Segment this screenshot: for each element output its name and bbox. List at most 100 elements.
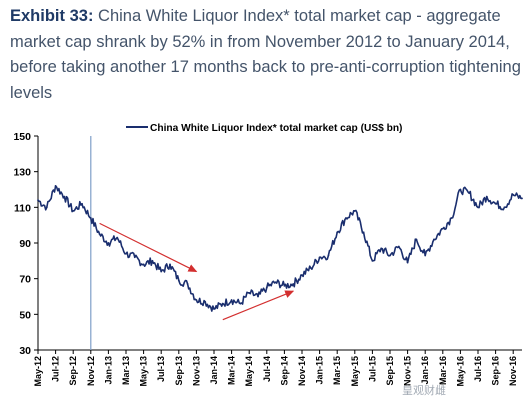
data-point bbox=[353, 210, 356, 212]
x-tick-label: Sep-13 bbox=[174, 356, 184, 386]
x-tick-label: May-13 bbox=[139, 356, 149, 387]
data-point bbox=[265, 286, 268, 289]
x-tick-label: Nov-12 bbox=[86, 356, 96, 386]
data-point bbox=[204, 300, 207, 303]
data-point bbox=[81, 202, 83, 205]
exhibit-title-text: China White Liquor Index* total market c… bbox=[10, 7, 521, 102]
data-point bbox=[450, 217, 453, 219]
x-tick-label: Jul-13 bbox=[156, 356, 166, 382]
data-point bbox=[125, 252, 127, 255]
y-tick-label: 70 bbox=[19, 274, 31, 286]
x-tick-label: Jan-14 bbox=[209, 356, 219, 385]
data-point bbox=[248, 292, 251, 294]
data-point bbox=[309, 267, 312, 269]
data-point bbox=[468, 192, 471, 194]
x-tick-label: May-14 bbox=[244, 356, 254, 387]
data-point bbox=[433, 238, 435, 241]
x-tick-label: Jan-16 bbox=[420, 356, 430, 385]
x-tick-label: Nov-16 bbox=[508, 356, 518, 386]
data-point bbox=[301, 274, 303, 276]
y-tick-label: 150 bbox=[13, 131, 31, 143]
data-point bbox=[213, 308, 215, 310]
data-point bbox=[89, 217, 92, 219]
x-tick-label: Nov-14 bbox=[297, 356, 307, 386]
series-layer bbox=[37, 185, 523, 312]
data-point bbox=[397, 245, 400, 248]
x-tick-label: May-16 bbox=[455, 356, 465, 387]
data-point bbox=[327, 254, 330, 257]
x-tick-label: Mar-16 bbox=[438, 356, 448, 385]
x-tick-label: May-15 bbox=[350, 356, 360, 387]
data-point bbox=[406, 261, 409, 264]
y-tick-label: 90 bbox=[19, 238, 31, 250]
x-tick-label: Nov-15 bbox=[403, 356, 413, 386]
data-point bbox=[107, 242, 110, 244]
data-point bbox=[292, 283, 295, 285]
data-point bbox=[274, 281, 277, 284]
data-point bbox=[477, 206, 479, 209]
x-tick-label: Jul-12 bbox=[51, 356, 61, 382]
x-tick-label: Mar-14 bbox=[227, 356, 237, 385]
data-point bbox=[424, 254, 427, 257]
y-tick-label: 130 bbox=[13, 167, 31, 179]
data-point bbox=[151, 259, 154, 262]
data-point bbox=[283, 284, 286, 287]
x-tick-label: Jan-13 bbox=[103, 356, 113, 385]
data-point bbox=[380, 247, 383, 250]
watermark-text: 皇观财雌 bbox=[402, 384, 446, 397]
data-point bbox=[63, 195, 66, 198]
trend-arrow bbox=[222, 290, 295, 321]
x-tick-label: Sep-12 bbox=[68, 356, 78, 386]
data-point bbox=[485, 195, 488, 198]
y-tick-label: 50 bbox=[19, 309, 31, 321]
data-point bbox=[239, 302, 242, 305]
data-point bbox=[186, 283, 189, 285]
x-tick-label: Jul-16 bbox=[473, 356, 483, 382]
x-tick-label: May-12 bbox=[33, 356, 43, 387]
series-line-market-cap bbox=[37, 185, 523, 312]
x-tick-label: Jul-14 bbox=[262, 356, 272, 382]
data-point bbox=[221, 302, 224, 305]
x-tick-label: Sep-15 bbox=[385, 356, 395, 386]
y-axis: 30 50 70 90 110 130 150 bbox=[13, 131, 39, 357]
data-point bbox=[371, 259, 374, 262]
data-point bbox=[160, 270, 163, 273]
x-tick-label: Jan-15 bbox=[315, 356, 325, 385]
x-axis: May-12 Jul-12 Sep-12 Nov-12 Jan-13 Mar-13 May-… bbox=[33, 349, 522, 387]
market-cap-chart: China White Liquor Index* total market c… bbox=[13, 123, 523, 387]
data-point bbox=[195, 299, 198, 301]
data-point bbox=[45, 206, 48, 209]
x-tick-label: Sep-14 bbox=[279, 356, 289, 386]
y-tick-label: 110 bbox=[14, 202, 31, 214]
data-point bbox=[37, 199, 39, 202]
trend-arrow bbox=[99, 222, 198, 273]
data-point bbox=[362, 231, 365, 234]
x-tick-label: Mar-15 bbox=[332, 356, 342, 385]
data-point bbox=[116, 236, 119, 239]
data-point bbox=[54, 185, 57, 187]
data-point bbox=[521, 197, 523, 200]
data-point bbox=[72, 210, 75, 212]
data-point bbox=[336, 231, 339, 234]
x-tick-label: Nov-13 bbox=[191, 356, 201, 386]
data-point bbox=[512, 193, 515, 196]
y-tick-label: 30 bbox=[19, 345, 31, 357]
legend-series-label: China White Liquor Index* total market c… bbox=[150, 123, 402, 134]
data-point bbox=[98, 233, 101, 235]
data-point bbox=[133, 256, 136, 259]
data-point bbox=[169, 263, 171, 266]
x-tick-label: Jul-15 bbox=[367, 356, 377, 382]
data-point bbox=[257, 295, 259, 298]
exhibit-label: Exhibit 33: bbox=[10, 7, 94, 25]
data-point bbox=[459, 188, 462, 191]
data-point bbox=[441, 227, 444, 230]
x-tick-label: Sep-16 bbox=[491, 356, 501, 386]
x-tick-label: Mar-13 bbox=[121, 356, 131, 385]
data-point bbox=[318, 256, 321, 259]
exhibit-title: Exhibit 33: China White Liquor Index* to… bbox=[10, 4, 522, 106]
data-point bbox=[415, 238, 418, 241]
data-point bbox=[345, 217, 347, 219]
data-point bbox=[142, 263, 145, 266]
data-point bbox=[389, 254, 391, 257]
chart-annotations bbox=[90, 136, 295, 350]
